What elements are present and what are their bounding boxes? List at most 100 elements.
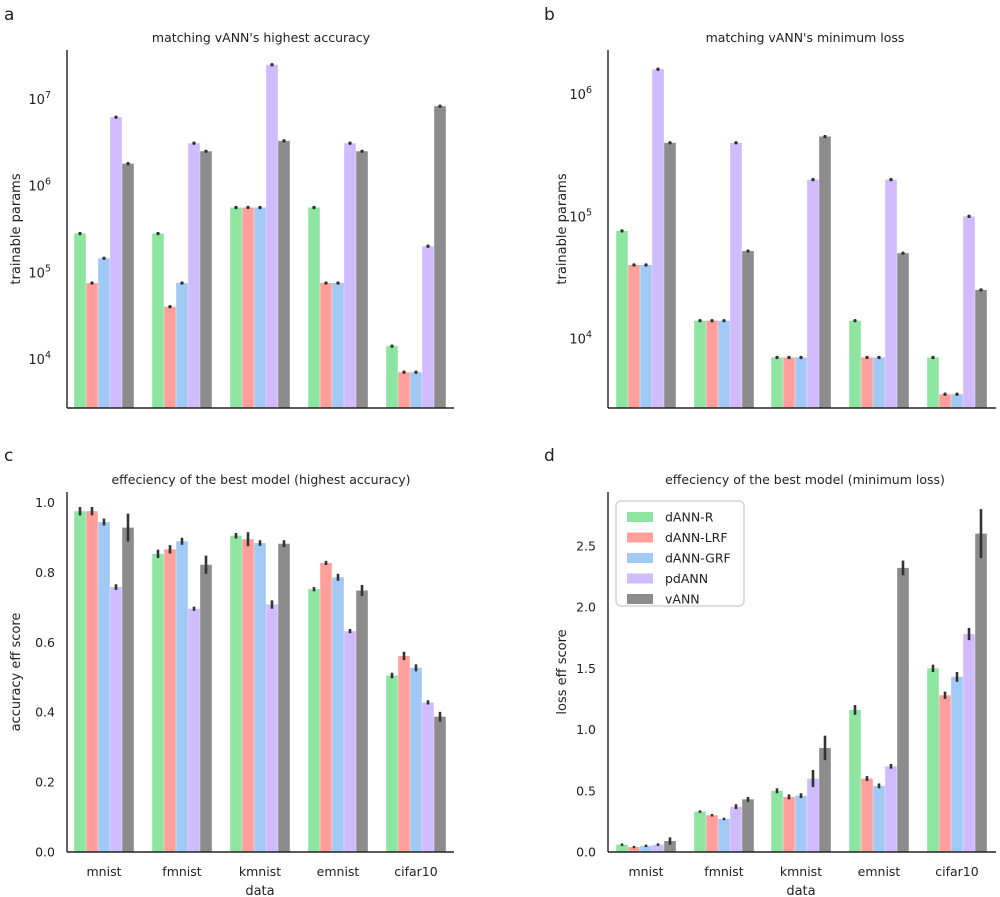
point-marker-dANN-R-fmnist <box>698 318 702 323</box>
bar-vANN-cifar10 <box>434 106 446 409</box>
point-marker-dANN-LRF-cifar10 <box>402 370 406 374</box>
legend-swatch-dANN-LRF <box>627 532 653 543</box>
x-tick-label-fmnist: fmnist <box>162 864 201 879</box>
point-marker-dANN-R-emnist <box>853 318 857 323</box>
point-marker-dANN-LRF-mnist <box>90 281 94 285</box>
point-marker-dANN-R-mnist <box>620 229 624 233</box>
y-tick-label: 0.8 <box>35 565 55 580</box>
point-marker-pdANN-fmnist <box>192 141 196 145</box>
x-tick-label-emnist: emnist <box>858 864 901 879</box>
bar-vANN-cifar10 <box>434 716 446 852</box>
point-marker-vANN-kmnist <box>823 134 827 139</box>
legend-swatch-dANN-GRF <box>627 553 653 563</box>
bar-dANN-R-emnist <box>849 709 861 852</box>
y-tick-base: 10 <box>569 210 586 225</box>
bar-vANN-emnist <box>356 590 368 852</box>
y-tick-exponent: 4 <box>586 330 592 341</box>
y-tick-base: 10 <box>28 266 45 281</box>
bar-dANN-GRF-mnist <box>640 264 652 408</box>
x-tick-label-kmnist: kmnist <box>239 864 281 879</box>
y-tick-exponent: 6 <box>45 177 51 188</box>
bar-dANN-R-cifar10 <box>386 675 398 852</box>
bar-pdANN-cifar10 <box>963 634 975 852</box>
x-tick-label-cifar10: cifar10 <box>935 864 978 879</box>
bar-pdANN-fmnist <box>730 806 742 852</box>
bar-dANN-R-emnist <box>308 589 320 852</box>
y-tick-exponent: 6 <box>586 85 592 96</box>
bar-pdANN-kmnist <box>807 179 819 408</box>
bar-vANN-fmnist <box>742 251 754 408</box>
point-marker-dANN-LRF-emnist <box>865 355 869 360</box>
bar-dANN-R-mnist <box>74 511 86 852</box>
panel-letter: a <box>4 5 14 25</box>
x-tick-label-kmnist: kmnist <box>780 864 822 879</box>
point-marker-dANN-R-cifar10 <box>390 344 394 348</box>
bar-dANN-GRF-fmnist <box>718 320 730 408</box>
x-tick-label-emnist: emnist <box>317 864 360 879</box>
bar-dANN-R-fmnist <box>152 553 164 852</box>
bar-pdANN-mnist <box>110 587 122 852</box>
bar-dANN-GRF-fmnist <box>718 818 730 852</box>
bar-dANN-LRF-mnist <box>86 511 98 852</box>
bar-dANN-GRF-mnist <box>640 845 652 852</box>
bar-dANN-LRF-emnist <box>861 357 873 408</box>
bar-dANN-GRF-kmnist <box>795 795 807 852</box>
y-tick-label: 106 <box>28 177 51 195</box>
y-axis-label: trainable params <box>9 173 24 284</box>
y-axis-label: trainable params <box>555 173 570 284</box>
y-tick-label: 0.0 <box>35 845 55 860</box>
point-marker-dANN-R-kmnist <box>775 355 779 360</box>
point-marker-pdANN-kmnist <box>811 177 815 182</box>
legend: dANN-R dANN-LRF dANN-GRF pdANN vANN <box>615 500 745 607</box>
y-tick-label: 106 <box>569 85 592 103</box>
point-marker-pdANN-fmnist <box>734 141 738 145</box>
bar-dANN-R-cifar10 <box>927 668 939 852</box>
point-marker-dANN-GRF-kmnist <box>799 355 803 360</box>
bar-dANN-LRF-mnist <box>86 283 98 408</box>
bar-dANN-GRF-cifar10 <box>951 676 963 852</box>
bar-dANN-LRF-cifar10 <box>939 394 951 408</box>
point-marker-pdANN-kmnist <box>270 63 274 67</box>
bar-pdANN-kmnist <box>266 64 278 408</box>
point-marker-dANN-R-emnist <box>312 205 316 210</box>
legend-label-dANN-LRF: dANN-LRF <box>665 530 728 545</box>
legend-swatch-dANN-R <box>627 512 653 522</box>
point-marker-dANN-LRF-kmnist <box>246 205 250 210</box>
y-tick-base: 10 <box>28 93 45 108</box>
bar-dANN-LRF-emnist <box>320 562 332 852</box>
point-marker-dANN-LRF-fmnist <box>710 318 714 323</box>
y-tick-label: 104 <box>569 330 592 348</box>
y-tick-exponent: 5 <box>586 207 592 218</box>
bar-dANN-LRF-kmnist <box>783 357 795 408</box>
bar-dANN-R-fmnist <box>694 320 706 408</box>
bar-vANN-emnist <box>356 151 368 408</box>
bar-dANN-GRF-cifar10 <box>410 372 422 408</box>
bar-pdANN-emnist <box>344 143 356 408</box>
bar-dANN-R-fmnist <box>152 233 164 408</box>
y-tick-exponent: 4 <box>45 350 51 361</box>
panel-letter: c <box>4 446 13 466</box>
bar-vANN-mnist <box>122 527 134 852</box>
point-marker-vANN-mnist <box>126 161 130 166</box>
bar-dANN-R-mnist <box>616 230 628 408</box>
legend-swatch-pdANN <box>627 573 653 584</box>
x-tick-label-cifar10: cifar10 <box>394 864 437 879</box>
bar-dANN-LRF-mnist <box>628 264 640 408</box>
bar-vANN-mnist <box>122 163 134 408</box>
legend-label-pdANN: pdANN <box>665 571 708 586</box>
x-axis-label: data <box>786 884 815 897</box>
bar-dANN-LRF-kmnist <box>242 539 254 852</box>
point-marker-pdANN-emnist <box>348 141 352 145</box>
y-axis-label: accuracy eff score <box>9 613 24 732</box>
bar-vANN-cifar10 <box>975 289 987 408</box>
y-tick-base: 10 <box>569 333 586 348</box>
point-marker-vANN-emnist <box>901 251 905 255</box>
point-marker-dANN-LRF-cifar10 <box>943 392 947 396</box>
point-marker-dANN-GRF-cifar10 <box>414 370 418 374</box>
bar-vANN-fmnist <box>742 799 754 852</box>
y-tick-label: 1.0 <box>35 495 55 510</box>
point-marker-dANN-R-cifar10 <box>931 355 935 360</box>
bar-pdANN-kmnist <box>807 778 819 852</box>
point-marker-vANN-cifar10 <box>438 104 442 108</box>
bar-pdANN-cifar10 <box>422 246 434 408</box>
